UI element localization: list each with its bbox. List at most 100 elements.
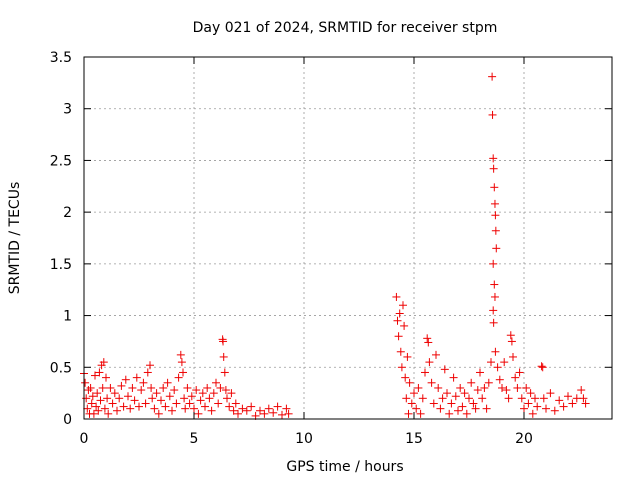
data-point	[404, 409, 413, 418]
data-point	[92, 402, 101, 411]
y-tick-label: 3	[63, 102, 72, 118]
data-point	[103, 394, 112, 403]
data-point	[491, 226, 500, 235]
data-point	[284, 409, 293, 418]
data-point	[143, 368, 152, 377]
data-point	[492, 244, 501, 253]
data-point	[490, 199, 499, 208]
data-point	[511, 373, 520, 382]
data-point	[91, 371, 99, 380]
data-point	[467, 378, 476, 387]
data-point	[282, 404, 291, 413]
data-point	[141, 399, 150, 408]
data-point	[180, 394, 189, 403]
data-point	[568, 399, 577, 408]
data-point	[106, 383, 115, 392]
data-point	[423, 334, 432, 343]
data-point	[434, 383, 443, 392]
data-point	[161, 402, 170, 411]
data-point	[183, 383, 192, 392]
data-point	[564, 392, 572, 401]
data-point	[469, 399, 478, 408]
data-point	[115, 394, 124, 403]
data-point	[154, 409, 163, 418]
data-point	[223, 394, 231, 403]
data-point	[96, 396, 105, 405]
data-point	[196, 396, 205, 405]
data-point	[504, 394, 513, 403]
data-point	[187, 392, 196, 401]
data-point	[579, 394, 588, 403]
data-point	[488, 72, 497, 81]
grid-lines	[84, 57, 612, 419]
data-point	[231, 399, 240, 408]
data-point	[135, 402, 143, 411]
data-point	[148, 394, 157, 403]
y-axis-label: SRMTID / TECUs	[7, 182, 23, 295]
data-point	[128, 383, 137, 392]
data-point	[273, 402, 282, 411]
data-point	[445, 409, 454, 418]
data-point	[493, 363, 502, 372]
data-point	[170, 386, 179, 395]
data-point	[86, 383, 95, 392]
y-tick-label: 1.5	[50, 257, 72, 273]
data-point	[238, 404, 247, 413]
data-point	[168, 406, 176, 415]
data-point	[84, 386, 93, 395]
data-point	[121, 375, 130, 384]
data-point	[181, 404, 190, 413]
axis-ticks: 0 5 10 15 20 0 0.5 1 1.5 2 2.5 3 3.5	[50, 50, 612, 447]
data-point	[451, 392, 460, 401]
data-point	[405, 378, 414, 387]
y-tick-label: 0	[63, 412, 72, 428]
data-point	[395, 309, 404, 318]
data-point	[498, 383, 506, 392]
x-tick-label: 10	[295, 431, 313, 447]
data-point	[513, 383, 522, 392]
data-point	[490, 183, 499, 192]
data-point	[524, 399, 533, 408]
data-point	[209, 389, 218, 398]
data-point	[581, 399, 590, 408]
data-point	[102, 373, 110, 382]
data-point	[399, 301, 407, 310]
data-point	[132, 373, 141, 382]
data-point	[447, 399, 456, 408]
data-point	[157, 396, 165, 405]
data-point	[531, 394, 539, 403]
data-point	[198, 389, 207, 398]
data-point	[458, 402, 467, 411]
data-point	[489, 259, 498, 268]
data-point	[432, 350, 440, 359]
data-point	[205, 394, 214, 403]
data-point	[491, 211, 500, 220]
data-point	[400, 321, 409, 330]
data-point	[219, 352, 228, 361]
data-point	[126, 404, 135, 413]
data-point	[137, 386, 146, 395]
y-tick-label: 2	[63, 205, 72, 221]
data-point	[484, 378, 493, 387]
data-point	[487, 358, 495, 367]
data-point	[515, 368, 524, 377]
data-point	[185, 399, 194, 408]
data-point	[489, 154, 498, 163]
data-point	[538, 363, 547, 372]
data-point	[402, 394, 411, 403]
data-point	[234, 409, 242, 418]
data-point	[425, 358, 434, 367]
data-point	[416, 409, 425, 418]
data-point	[517, 394, 526, 403]
data-point	[443, 389, 451, 398]
data-point	[488, 110, 497, 119]
data-point	[146, 361, 154, 370]
data-point	[88, 392, 97, 401]
data-point	[489, 164, 498, 173]
data-point	[394, 332, 403, 341]
data-point	[506, 331, 515, 340]
data-point	[163, 378, 172, 387]
data-point	[465, 394, 473, 403]
data-point	[256, 406, 264, 415]
data-point	[104, 409, 113, 418]
